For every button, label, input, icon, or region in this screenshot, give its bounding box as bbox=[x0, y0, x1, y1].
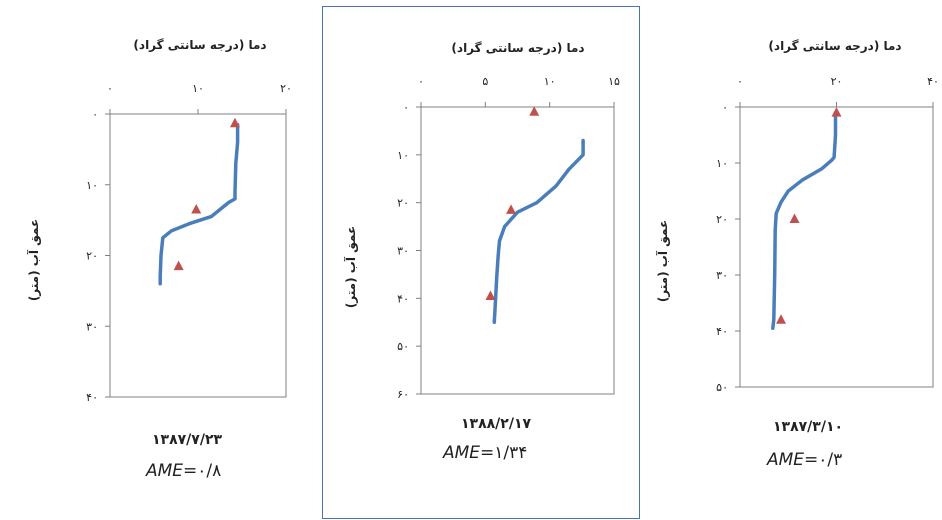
y-tick-label: ۵۰ bbox=[397, 340, 409, 353]
y-tick-label: ۰ bbox=[722, 101, 728, 114]
x-tick-label: ۲۰ bbox=[280, 82, 292, 95]
ame-value-1: ۰/۸ bbox=[197, 461, 222, 481]
x-axis-title: دما (درجه سانتی گراد) bbox=[133, 38, 266, 52]
date-label-2: ۱۳۸۸/۲/۱۷ bbox=[461, 416, 532, 432]
y-tick-label: ۰ bbox=[403, 101, 409, 114]
date-label-3: ۱۳۸۷/۳/۱۰ bbox=[773, 419, 844, 435]
observed-temperature-marker bbox=[173, 260, 184, 271]
y-tick-label: ۴۰ bbox=[86, 391, 98, 404]
x-tick-label: ۱۵ bbox=[608, 75, 620, 88]
x-tick-label: ۰ bbox=[107, 82, 113, 95]
plot-area bbox=[109, 113, 287, 398]
ame-label-text: AME= bbox=[146, 461, 198, 481]
plot-area bbox=[739, 106, 934, 388]
y-axis-title: عمق آب (متر) bbox=[655, 220, 670, 302]
ame-value-3: ۰/۳ bbox=[818, 450, 843, 470]
ame-label-text: AME= bbox=[767, 450, 819, 470]
simulated-temperature-line bbox=[492, 138, 585, 325]
y-tick-label: ۲۰ bbox=[86, 250, 98, 263]
observed-temperature-marker bbox=[229, 117, 240, 128]
y-tick-label: ۱۰ bbox=[86, 179, 98, 192]
y-axis-title: عمق آب (متر) bbox=[343, 226, 358, 308]
observed-temperature-marker bbox=[191, 204, 202, 214]
chart-panel-right: ۰ ۲۰ ۴۰ ۰ ۱۰ ۲۰ ۳۰ ۴۰ ۵۰ دما (درجه سانتی گراد) عمق… bbox=[645, 6, 942, 519]
y-tick-label: ۳۰ bbox=[397, 245, 409, 258]
observed-temperature-marker bbox=[529, 106, 540, 116]
observed-temperature-marker bbox=[789, 213, 800, 223]
y-tick-label: ۱۰ bbox=[397, 149, 409, 162]
y-tick-label: ۵۰ bbox=[716, 381, 728, 394]
depth-temperature-chart-3: ۰ ۲۰ ۴۰ ۰ ۱۰ ۲۰ ۳۰ ۴۰ ۵۰ دما (درجه سانتی گراد) عمق… bbox=[655, 39, 939, 394]
y-tick-label: ۴۰ bbox=[397, 292, 409, 305]
ame-label-3: AME=۰/۳ bbox=[767, 450, 842, 470]
observed-temperature-marker bbox=[776, 314, 787, 324]
ame-label-2: AME=۱/۳۴ bbox=[443, 443, 527, 463]
x-axis-title: دما (درجه سانتی گراد) bbox=[768, 39, 901, 53]
y-axis-title: عمق آب (متر) bbox=[26, 219, 41, 301]
simulated-temperature-line bbox=[771, 110, 838, 330]
x-tick-label: ۱۰ bbox=[544, 75, 556, 88]
observed-temperature-marker bbox=[485, 290, 496, 300]
ame-label-1: AME=۰/۸ bbox=[146, 461, 221, 481]
plot-area bbox=[420, 106, 615, 395]
observed-temperature-marker bbox=[831, 107, 842, 117]
chart-panel-middle: ۰ ۵ ۱۰ ۱۵ ۰ ۱۰ ۲۰ ۳۰ ۴۰ ۵۰ ۶۰ دما (درجه سانتی گراد)… bbox=[322, 6, 640, 519]
y-tick-label: ۰ bbox=[92, 108, 98, 121]
y-tick-label: ۲۰ bbox=[716, 213, 728, 226]
x-tick-label: ۰ bbox=[737, 75, 743, 88]
y-tick-label: ۱۰ bbox=[716, 157, 728, 170]
depth-temperature-chart-2: ۰ ۵ ۱۰ ۱۵ ۰ ۱۰ ۲۰ ۳۰ ۴۰ ۵۰ ۶۰ دما (درجه سانتی گراد)… bbox=[343, 41, 620, 401]
y-tick-label: ۳۰ bbox=[716, 269, 728, 282]
simulated-temperature-line bbox=[158, 122, 240, 286]
ame-label-text: AME= bbox=[443, 443, 495, 463]
date-label-1: ۱۳۸۷/۷/۲۳ bbox=[152, 432, 223, 448]
y-tick-label: ۶۰ bbox=[397, 388, 409, 401]
x-tick-label: ۲۰ bbox=[831, 75, 843, 88]
y-tick-label: ۳۰ bbox=[86, 320, 98, 333]
depth-temperature-chart-1: ۰ ۱۰ ۲۰ ۰ ۱۰ ۲۰ ۳۰ ۴۰ دما (درجه سانتی گراد) عمق آ… bbox=[26, 38, 292, 404]
x-tick-label: ۵ bbox=[482, 75, 488, 88]
x-tick-label: ۱۰ bbox=[192, 82, 204, 95]
chart-panel-left: ۰ ۱۰ ۲۰ ۰ ۱۰ ۲۰ ۳۰ ۴۰ دما (درجه سانتی گراد) عمق آ… bbox=[0, 0, 310, 519]
x-axis-title: دما (درجه سانتی گراد) bbox=[451, 41, 584, 55]
x-tick-label: ۴۰ bbox=[927, 75, 939, 88]
y-tick-label: ۴۰ bbox=[716, 325, 728, 338]
observed-temperature-marker bbox=[506, 204, 517, 214]
y-tick-label: ۲۰ bbox=[397, 197, 409, 210]
x-tick-label: ۰ bbox=[418, 75, 424, 88]
ame-value-2: ۱/۳۴ bbox=[494, 443, 528, 463]
